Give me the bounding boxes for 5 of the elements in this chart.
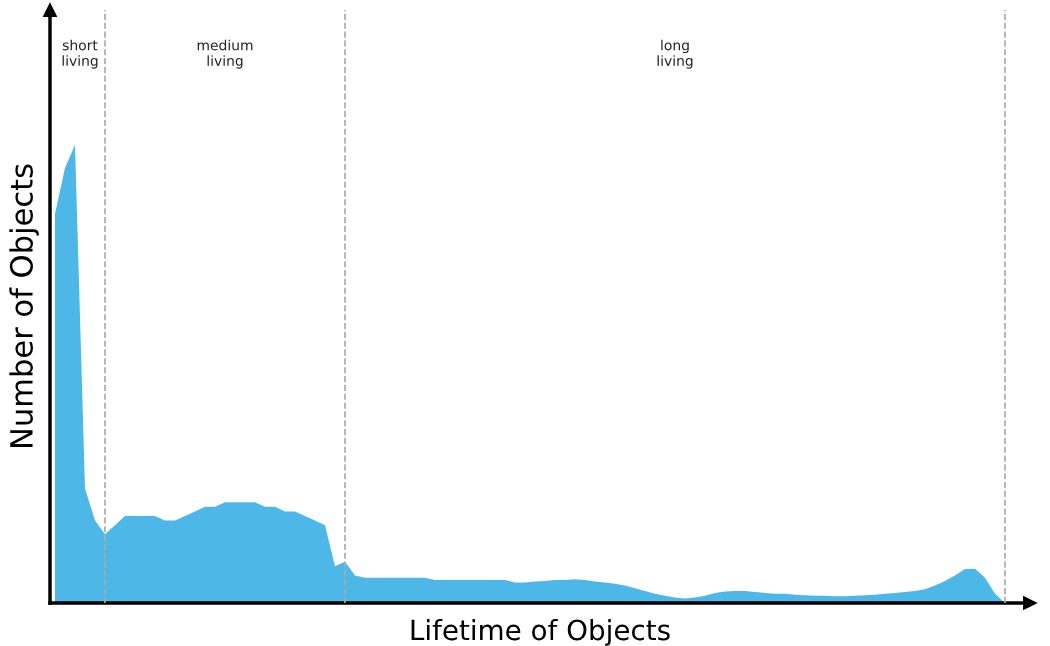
text: medium living [197, 39, 253, 69]
text: short living [62, 39, 98, 69]
y-axis-title: Number of Objects [9, 164, 39, 448]
text: long living [657, 39, 693, 69]
x-axis-title: Lifetime of Objects [411, 618, 670, 646]
